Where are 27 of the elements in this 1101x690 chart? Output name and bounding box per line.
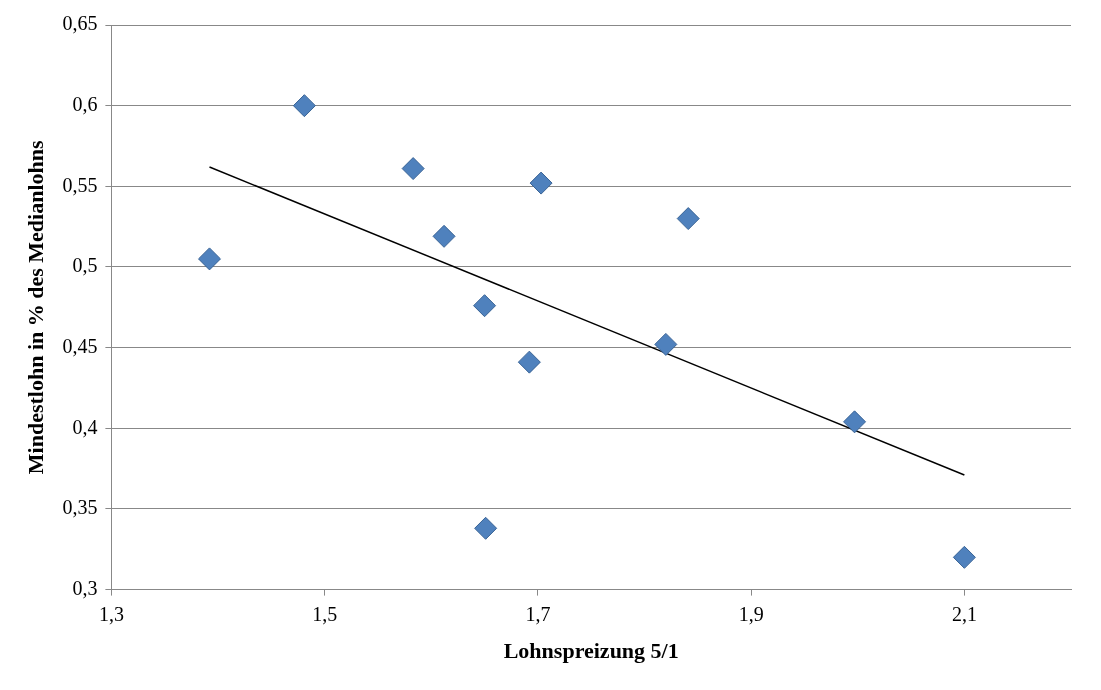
- point: [843, 410, 867, 434]
- y-tick-label: 0,45: [62, 334, 98, 357]
- x-tick-label: 1,5: [312, 602, 338, 625]
- point: [197, 247, 221, 271]
- point: [474, 516, 498, 540]
- point: [654, 332, 678, 356]
- point: [952, 545, 976, 569]
- y-tick-label: 0,5: [72, 254, 98, 277]
- y-tick-label: 0,65: [62, 12, 98, 35]
- x-tick-label: 2,1: [951, 602, 977, 625]
- point: [529, 171, 553, 195]
- point: [676, 207, 700, 231]
- y-axis-title: Mindestlohn in % des Medianlohns: [22, 139, 48, 475]
- y-tick-label: 0,35: [62, 496, 98, 519]
- x-tick-label: 1,9: [738, 602, 764, 625]
- x-tick-label: 1,3: [98, 602, 124, 625]
- point: [432, 224, 456, 248]
- y-tick-label: 0,3: [72, 576, 98, 599]
- y-tick-label: 0,6: [72, 92, 98, 115]
- y-tick-label: 0,55: [62, 173, 98, 196]
- point: [473, 294, 497, 318]
- x-tick-label: 1,7: [525, 602, 551, 625]
- point: [401, 157, 425, 181]
- point: [292, 94, 316, 118]
- x-axis-title: Lohnspreizung 5/1: [503, 638, 679, 664]
- y-tick-label: 0,4: [72, 415, 98, 438]
- point: [517, 350, 541, 374]
